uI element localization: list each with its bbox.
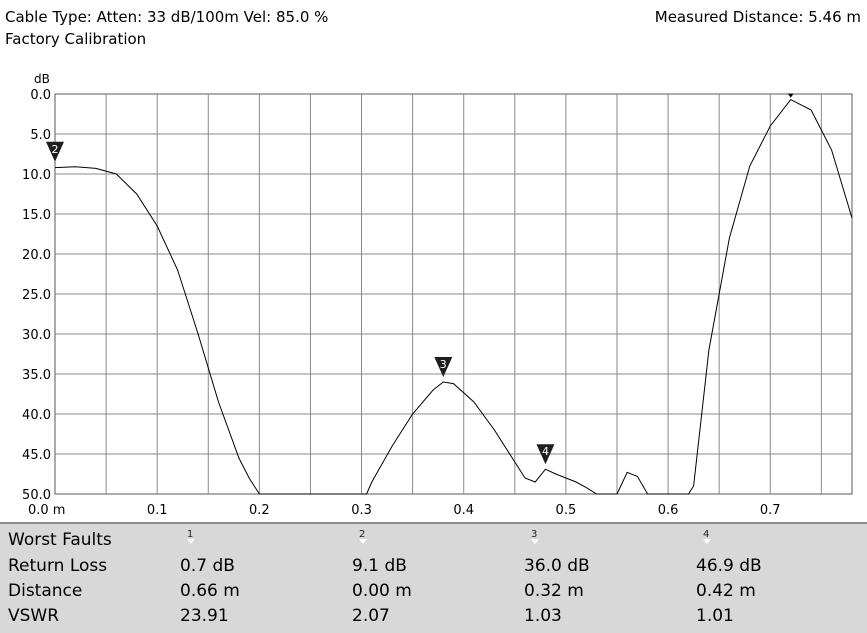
marker-1-triangle: [787, 93, 794, 98]
return-loss-row: Return Loss 0.7 dB 9.1 dB 36.0 dB 46.9 d…: [0, 556, 867, 581]
vswr-3: 1.03: [524, 606, 562, 626]
chart-grid: [54, 93, 853, 495]
y-tick-label: 10.0: [22, 168, 51, 183]
vswr-row: VSWR 23.91 2.07 1.03 1.01: [0, 606, 867, 631]
y-tick-label: 25.0: [22, 288, 51, 303]
vswr-label: VSWR: [8, 606, 60, 626]
marker-3-label: 3: [440, 358, 447, 371]
distance-label: Distance: [8, 581, 83, 601]
return-loss-label: Return Loss: [8, 556, 108, 576]
vswr-1: 23.91: [180, 606, 229, 626]
distance-2: 0.00 m: [352, 581, 412, 601]
chart-traces: [54, 98, 853, 495]
chart-markers: 2 3 4: [46, 93, 794, 465]
faults-header-row: Worst Faults 1 2 3 4: [8, 529, 711, 550]
y-tick-labels: 0.0 5.0 10.0 15.0 20.0 25.0 30.0 35.0 40.0 45.0 50…: [22, 88, 51, 503]
vswr-2: 2.07: [352, 606, 390, 626]
fault-marker-3: 3: [434, 357, 453, 377]
y-tick-label: 40.0: [22, 408, 51, 423]
trace-line: [54, 98, 853, 495]
distance-4: 0.42 m: [696, 581, 756, 601]
x-tick-label: 0.5: [556, 503, 577, 518]
distance-1: 0.66 m: [180, 581, 240, 601]
return-loss-4: 46.9 dB: [696, 556, 762, 576]
y-tick-label: 20.0: [22, 248, 51, 263]
fault-marker-triangle: [703, 539, 711, 544]
y-tick-label: 30.0: [22, 328, 51, 343]
marker-2-triangle: [46, 141, 64, 162]
y-tick-label: 15.0: [22, 208, 51, 223]
x-tick-label: 0.6: [658, 503, 679, 518]
cable-info: Cable Type: Atten: 33 dB/100m Vel: 85.0 …: [5, 6, 328, 50]
x-tick-label: 0.1: [147, 503, 168, 518]
marker-3-triangle: [434, 357, 453, 377]
x-tick-labels: 0.0 m 0.1 0.2 0.3 0.4 0.5 0.6 0.7: [28, 503, 781, 518]
vswr-4: 1.01: [696, 606, 734, 626]
y-tick-label: 35.0: [22, 368, 51, 383]
cable-type-text: Cable Type: Atten: 33 dB/100m Vel: 85.0 …: [5, 8, 329, 26]
worst-faults-title: Worst Faults: [8, 530, 112, 550]
measured-distance-text: Measured Distance: 5.46 m: [654, 8, 861, 26]
marker-4-label: 4: [542, 445, 549, 458]
x-tick-label: 0.7: [760, 503, 781, 518]
y-tick-label: 5.0: [30, 128, 51, 143]
y-axis-label: dB: [34, 72, 50, 86]
fault-marker-2: 2: [46, 141, 64, 162]
x-tick-label: 0.4: [453, 503, 474, 518]
worst-faults-panel: Worst Faults 1 2 3 4 Return Loss 0.7 dB …: [0, 522, 867, 633]
dtf-chart: 0.0 5.0 10.0 15.0 20.0 25.0 30.0 35.0 40.0 45.0 50…: [22, 72, 853, 518]
distance-row: Distance 0.66 m 0.00 m 0.32 m 0.42 m: [0, 581, 867, 606]
return-loss-3: 36.0 dB: [524, 556, 590, 576]
marker-4-triangle: [536, 444, 555, 465]
x-tick-label: 0.0 m: [28, 503, 65, 518]
distance-3: 0.32 m: [524, 581, 584, 601]
y-tick-label: 0.0: [30, 88, 51, 103]
return-loss-2: 9.1 dB: [352, 556, 407, 576]
fault-marker-4: 4: [536, 444, 555, 465]
fault-marker-triangle: [187, 539, 195, 544]
marker-2-label: 2: [52, 143, 59, 156]
fault-marker-triangle: [531, 539, 539, 544]
fault-marker-triangle: [359, 539, 367, 544]
fault-marker-1: [787, 93, 794, 98]
y-tick-label: 45.0: [22, 448, 51, 463]
calibration-text: Factory Calibration: [5, 30, 147, 48]
x-tick-label: 0.2: [249, 503, 270, 518]
return-loss-1: 0.7 dB: [180, 556, 235, 576]
x-tick-label: 0.3: [351, 503, 372, 518]
y-tick-label: 50.0: [22, 488, 51, 503]
